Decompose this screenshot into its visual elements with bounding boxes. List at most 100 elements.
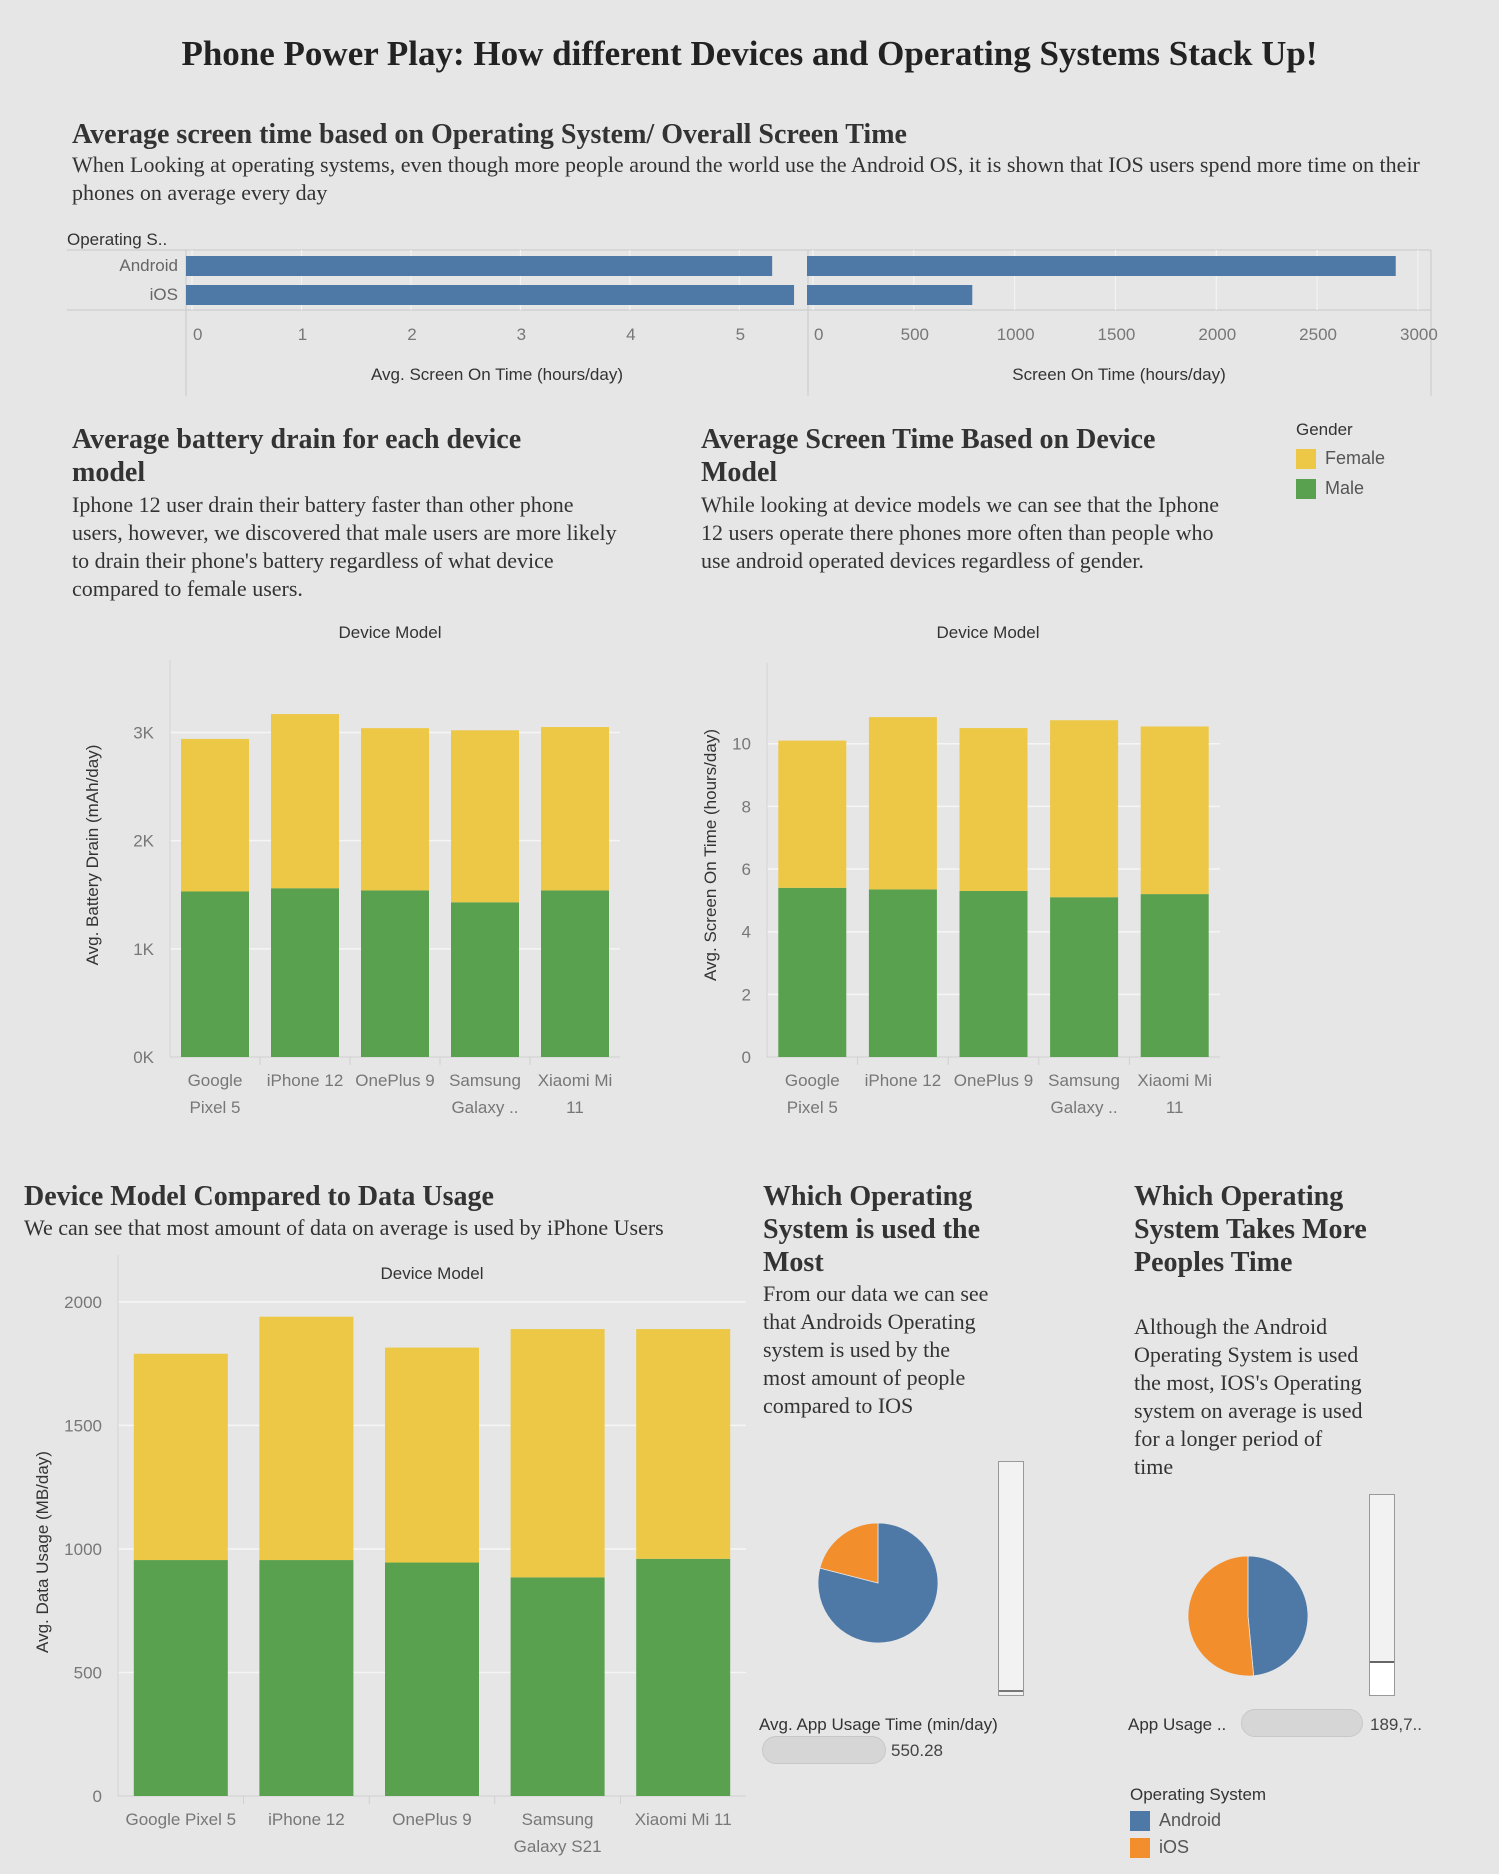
battery-chart: Device Model 0K 1K 2K 3K Avg. Battery Drain (… — [83, 623, 620, 1117]
os_users_pie-slice-ios[interactable] — [819, 1522, 879, 1584]
app-usage-sum-vslider[interactable] — [1369, 1494, 1395, 1696]
total-screen-xtick: 2500 — [1299, 325, 1337, 344]
devscreen-bar-male[interactable] — [959, 890, 1028, 1057]
gender-legend-title: Gender — [1296, 420, 1353, 439]
devscreen-bar-female[interactable] — [959, 728, 1028, 891]
devscreen-xtick: Galaxy .. — [1051, 1098, 1118, 1117]
os-screen-title: Average screen time based on Operating S… — [72, 119, 907, 150]
devscreen-bar-female[interactable] — [1140, 726, 1209, 895]
avg-screen-xtick: 2 — [407, 325, 416, 344]
battery-xtick: Xiaomi Mi — [538, 1071, 613, 1090]
avg-screen-xtick: 3 — [517, 325, 526, 344]
battery-xtick: 11 — [566, 1098, 584, 1117]
legend-ios[interactable]: iOS — [1130, 1837, 1266, 1858]
datausage-ylabel: Avg. Data Usage (MB/day) — [33, 1451, 52, 1653]
battery-xtick: Galaxy .. — [451, 1098, 518, 1117]
devscreen-bar-male[interactable] — [1140, 894, 1209, 1057]
os-screen-desc: When Looking at operating systems, even … — [72, 152, 1420, 205]
avg-screen-bar-android[interactable] — [186, 256, 773, 276]
devscreen-bar-male[interactable] — [778, 887, 847, 1057]
devscreen-bar-female[interactable] — [1050, 720, 1119, 898]
battery-bar-female[interactable] — [451, 730, 519, 903]
total-screen-xtick: 500 — [901, 325, 929, 344]
gender-legend: Gender Female Male — [1296, 420, 1385, 499]
devscreen-bar-female[interactable] — [778, 740, 847, 888]
datausage-xtick: Google Pixel 5 — [126, 1810, 237, 1829]
devscreen-ytick: 6 — [742, 860, 751, 879]
devscreen-bar-female[interactable] — [868, 717, 937, 890]
os-time-title: Which Operating System Takes More People… — [1134, 1181, 1367, 1278]
datausage-ytick: 500 — [74, 1663, 102, 1682]
battery-bar-female[interactable] — [361, 728, 429, 891]
devscreen-bar-male[interactable] — [868, 889, 937, 1057]
legend-android[interactable]: Android — [1130, 1810, 1266, 1831]
datausage-bar-female[interactable] — [133, 1353, 228, 1561]
avg-screen-bar-ios[interactable] — [186, 285, 795, 305]
avg-screen-xtick: 5 — [736, 325, 745, 344]
devscreen-xtick: OnePlus 9 — [954, 1071, 1033, 1090]
devscreen-bar-male[interactable] — [1050, 897, 1119, 1057]
datausage-ytick: 1000 — [64, 1540, 102, 1559]
datausage-bar-male[interactable] — [133, 1560, 228, 1796]
datausage-bar-female[interactable] — [259, 1316, 354, 1561]
battery-bar-male[interactable] — [181, 891, 249, 1057]
legend-ios-label: iOS — [1159, 1837, 1190, 1857]
battery-bar-male[interactable] — [541, 890, 609, 1057]
battery-bar-male[interactable] — [451, 902, 519, 1057]
datausage-column-header: Device Model — [381, 1264, 484, 1283]
datausage-bar-male[interactable] — [510, 1577, 605, 1796]
app-usage-sum-slider[interactable] — [1241, 1709, 1363, 1737]
datausage-bar-female[interactable] — [636, 1329, 731, 1559]
battery-xtick: Samsung — [449, 1071, 521, 1090]
datausage-bar-male[interactable] — [259, 1560, 354, 1796]
battery-bar-male[interactable] — [361, 890, 429, 1057]
battery-ylabel: Avg. Battery Drain (mAh/day) — [83, 745, 102, 966]
datausage-bar-female[interactable] — [385, 1347, 479, 1563]
datausage-xtick: Samsung — [522, 1810, 594, 1829]
avg-screen-xtick: 0 — [193, 325, 202, 344]
os-row-label-ios: iOS — [150, 285, 178, 304]
battery-bar-female[interactable] — [271, 714, 339, 889]
ios-swatch — [1130, 1837, 1150, 1858]
datausage-xtick: Galaxy S21 — [514, 1837, 602, 1856]
datausage-bar-female[interactable] — [510, 1329, 605, 1578]
os-most-desc: From our data we can see that Androids O… — [763, 1281, 989, 1418]
os-users-pie[interactable] — [817, 1522, 939, 1644]
total-screen-xtick: 0 — [814, 325, 823, 344]
battery-xtick: OnePlus 9 — [355, 1071, 434, 1090]
battery-bar-female[interactable] — [541, 727, 609, 891]
battery-xtick: Google — [188, 1071, 243, 1090]
os_time_pie-slice-ios[interactable] — [1187, 1555, 1255, 1677]
os-time-pie[interactable] — [1187, 1555, 1309, 1677]
os-legend: Operating System Android iOS — [1130, 1785, 1266, 1858]
data-usage-chart: Device Model 0 500 1000 1500 2000 Avg. Data Us… — [33, 1255, 746, 1856]
legend-android-label: Android — [1159, 1810, 1222, 1830]
datausage-bar-male[interactable] — [636, 1558, 731, 1796]
legend-female[interactable]: Female — [1296, 448, 1385, 469]
battery-xtick: Pixel 5 — [189, 1098, 240, 1117]
os_time_pie-slice-android[interactable] — [1247, 1555, 1309, 1677]
device-screen-title: Average Screen Time Based on Device Mode… — [701, 424, 1156, 488]
data-usage-desc: We can see that most amount of data on a… — [24, 1215, 664, 1240]
datausage-xtick: Xiaomi Mi 11 — [635, 1810, 732, 1829]
male-swatch — [1296, 478, 1316, 499]
device-screen-chart: Device Model 0 2 4 6 8 10 Avg. Screen On Time (… — [701, 623, 1220, 1117]
battery-bar-male[interactable] — [271, 888, 339, 1057]
app-usage-avg-slider[interactable] — [762, 1736, 886, 1764]
devscreen-ylabel: Avg. Screen On Time (hours/day) — [701, 729, 720, 981]
avg-screen-xtick: 4 — [626, 325, 635, 344]
devscreen-xtick: Samsung — [1048, 1071, 1120, 1090]
legend-male[interactable]: Male — [1296, 478, 1385, 499]
devscreen-xtick: iPhone 12 — [865, 1071, 942, 1090]
device-screen-desc: While looking at device models we can se… — [701, 492, 1220, 573]
total-screen-bar-ios[interactable] — [807, 285, 973, 305]
app-usage-avg-vslider[interactable] — [998, 1461, 1024, 1696]
datausage-ytick: 0 — [93, 1787, 102, 1806]
app-usage-avg-value: 550.28 — [891, 1741, 943, 1760]
battery-bar-female[interactable] — [181, 738, 249, 892]
vslider-fill[interactable] — [1370, 1661, 1394, 1695]
datausage-bar-male[interactable] — [385, 1562, 479, 1796]
devscreen-ytick: 10 — [732, 735, 751, 754]
total-screen-bar-android[interactable] — [807, 256, 1396, 276]
vslider-handle[interactable] — [999, 1690, 1023, 1692]
